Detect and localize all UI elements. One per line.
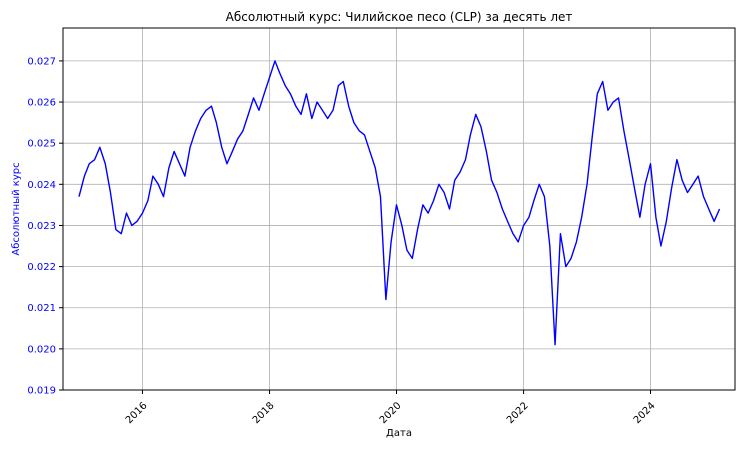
y-axis-label: Абсолютный курс [11, 162, 22, 255]
x-axis-label: Дата [386, 428, 412, 439]
series-line-clp [78, 60, 721, 346]
y-tick-label: 0.022 [27, 262, 56, 273]
y-tick-label: 0.025 [27, 139, 56, 150]
y-tick-label: 0.020 [27, 344, 56, 355]
y-tick-label: 0.023 [27, 221, 56, 232]
y-tick-label: 0.024 [27, 180, 56, 191]
y-tick-label: 0.026 [27, 98, 56, 109]
plot-frame [62, 27, 736, 391]
y-tick-label: 0.021 [27, 303, 56, 314]
y-tick-label: 0.027 [27, 56, 56, 67]
y-axis: 0.019 0.020 0.021 0.022 0.023 0.024 0.025 0.026… [27, 56, 63, 397]
chart-title: Абсолютный курс: Чилийское песо (CLP) за… [226, 10, 573, 24]
y-tick-label: 0.019 [27, 386, 56, 397]
grid [63, 28, 735, 391]
